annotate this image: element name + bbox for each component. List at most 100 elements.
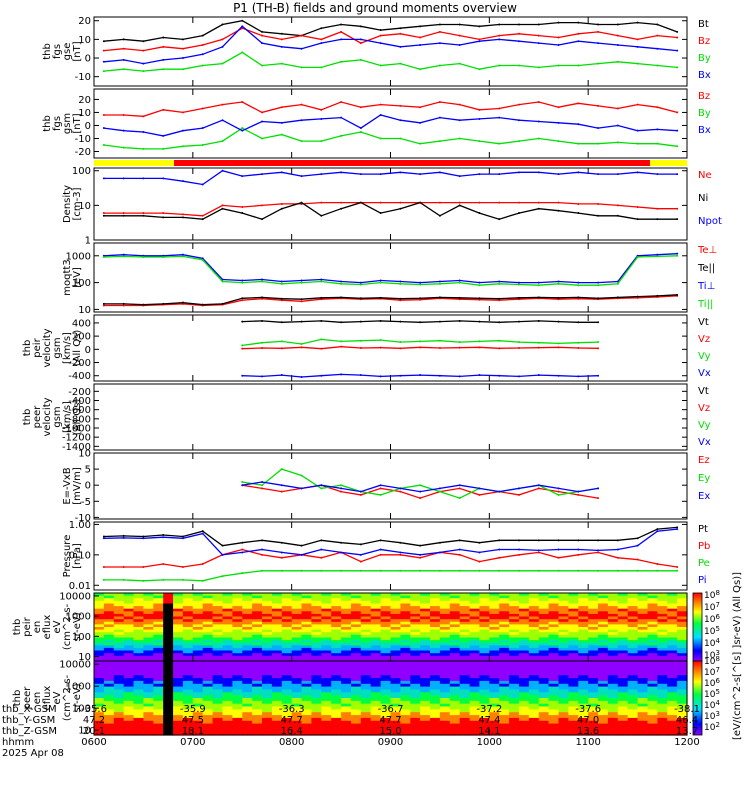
spectrogram-cell [677, 698, 688, 702]
spectrogram-cell [390, 653, 401, 657]
spectrogram-cell [380, 726, 392, 730]
ylabel: gse [62, 43, 73, 61]
spectrogram-cell [163, 624, 174, 628]
spectrogram-cell [479, 726, 490, 730]
spectrogram-cell [143, 669, 154, 673]
spectrogram-cell [528, 695, 540, 699]
spectrogram-cell [281, 720, 293, 725]
data-point [557, 298, 560, 301]
spectrogram-cell [390, 611, 401, 615]
spectrogram-cell [311, 732, 322, 736]
data-point [399, 569, 402, 572]
spectrogram-cell [123, 723, 135, 727]
spectrogram-cell [360, 645, 372, 649]
series-Te⊥-line [103, 295, 678, 307]
spectrogram-cell [222, 692, 233, 696]
spectrogram-cell [380, 706, 392, 710]
spectrogram-cell [558, 653, 569, 657]
spectrogram-cell [657, 598, 668, 602]
spectrogram-cell [420, 661, 431, 665]
spectrogram-cell [262, 608, 273, 612]
spectrogram-cell [321, 669, 332, 673]
spectrogram-cell [410, 606, 421, 610]
spectrogram-cell [588, 637, 599, 641]
spectrogram-cell [390, 703, 401, 708]
spectrogram-cell [301, 621, 312, 625]
spectrogram-cell [123, 698, 135, 702]
data-point [498, 173, 501, 176]
spectrogram-cell [380, 712, 392, 716]
data-point [537, 484, 540, 487]
data-point [636, 171, 639, 174]
data-point [438, 140, 441, 143]
data-point [201, 257, 204, 260]
spectrogram-cell [301, 606, 312, 610]
data-point [597, 341, 600, 344]
spectrogram-cell [301, 700, 312, 705]
spectrogram-cell [410, 637, 421, 641]
spectrogram-cell [548, 680, 560, 685]
spectrogram-cell [479, 650, 490, 654]
data-point [102, 304, 105, 307]
spectrogram-cell [637, 621, 649, 625]
spectrogram-cell [598, 658, 609, 662]
data-point [181, 302, 184, 305]
legend-By: By [698, 53, 711, 64]
ylabel: peir [32, 337, 43, 357]
spectrogram-cell [252, 619, 263, 623]
spectrogram-cell [133, 632, 144, 636]
spectrogram-cell [242, 603, 253, 607]
spectrogram-cell [528, 663, 540, 668]
spectrogram-cell [637, 720, 649, 725]
colorbar-tick: 102 [704, 721, 720, 733]
spectrogram-cell [311, 712, 322, 716]
spectrogram-cell [360, 647, 372, 652]
data-point [438, 374, 441, 377]
spectrogram-cell [568, 647, 579, 652]
legend-Te⊥: Te⊥ [697, 245, 717, 256]
spectrogram-cell [301, 729, 312, 733]
ytick-label: -200 [68, 358, 91, 369]
spectrogram-cell [94, 703, 105, 708]
spectrogram-cell [607, 598, 619, 602]
spectrogram-cell [143, 703, 154, 708]
spectrogram-cell [489, 689, 500, 693]
spectrogram-cell [519, 686, 530, 690]
spectrogram-cell [548, 686, 560, 690]
spectrogram-cell [212, 683, 224, 688]
spectrogram-cell [499, 695, 510, 699]
spectrogram-cell [627, 619, 639, 623]
data-point [379, 296, 382, 299]
spectrogram-cell [360, 706, 372, 710]
spectrogram-cell [647, 700, 658, 705]
spectrogram-cell [262, 632, 273, 636]
spectrogram-cell [519, 689, 530, 693]
spectrogram-cell [192, 720, 204, 725]
spectrogram-cell [617, 658, 629, 662]
spectrogram-cell [202, 723, 214, 727]
spectrogram-cell [202, 655, 214, 659]
spectrogram-cell [667, 686, 678, 690]
spectrogram-cell [103, 645, 115, 649]
spectrogram-cell [598, 595, 609, 599]
spectrogram-cell [351, 675, 362, 679]
spectrogram-cell [568, 700, 579, 705]
spectrogram-cell [439, 650, 451, 654]
spectrogram-cell [153, 680, 164, 685]
spectrogram-cell [311, 640, 322, 644]
spectrogram-cell [242, 663, 253, 668]
spectrogram-cell [370, 726, 382, 730]
spectrogram-cell [400, 655, 411, 659]
spectrogram-cell [598, 613, 609, 618]
spectrogram-cell [133, 712, 144, 716]
spectrogram-cell [489, 715, 500, 719]
spectrogram-cell [380, 640, 392, 644]
spectrogram-cell [607, 692, 619, 696]
spectrogram-cell [538, 632, 550, 636]
data-point [181, 213, 184, 216]
spectrogram-cell [677, 655, 688, 659]
data-point [399, 553, 402, 556]
spectrogram-cell [439, 726, 451, 730]
spectrogram-cell [341, 729, 352, 733]
spectrogram-cell [94, 723, 105, 727]
